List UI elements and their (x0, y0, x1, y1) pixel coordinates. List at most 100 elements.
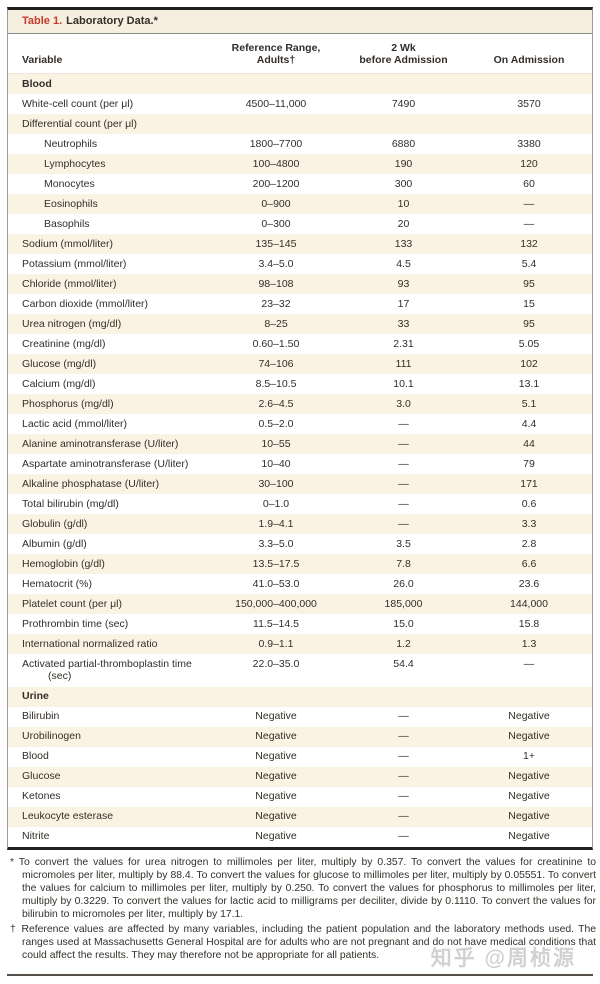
table-row: Ketones Negative — Negative (8, 787, 592, 807)
footnote-dagger-marker: † (10, 923, 18, 935)
row-reference-range-value: Negative (255, 810, 297, 822)
row-2wk-before-admission-value: 3.0 (396, 397, 411, 410)
row-variable-label: Basophils (44, 217, 90, 230)
row-variable-label: Bilirubin (22, 710, 60, 722)
row-variable-label: International normalized ratio (22, 637, 158, 650)
row-2wk-before-admission-value: 10 (397, 197, 410, 210)
row-on-admission-value: Negative (508, 710, 550, 722)
row-reference-range-value: 0.9–1.1 (258, 637, 294, 650)
row-2wk-before-admission-value: — (398, 790, 409, 802)
table-row: Basophils 0–300 20 — (8, 214, 592, 234)
row-reference-range-value: 8.5–10.5 (255, 377, 297, 390)
row-variable-label: Differential count (per μl) (22, 117, 137, 130)
col-header-2wk-before-admission: 2 Wk before Admission (336, 42, 471, 66)
table-row: Albumin (g/dl) 3.3–5.0 3.5 2.8 (8, 534, 592, 554)
table-row: Chloride (mmol/liter) 98–108 93 95 (8, 274, 592, 294)
table-row: Nitrite Negative — Negative (8, 827, 592, 847)
row-on-admission-value: Negative (508, 770, 550, 782)
row-on-admission-value: 95 (523, 277, 535, 290)
table-row: Neutrophils 1800–7700 6880 3380 (8, 134, 592, 154)
row-on-admission-value: Negative (508, 730, 550, 742)
row-variable-label: Creatinine (mg/dl) (22, 337, 106, 350)
row-reference-range-value: 13.5–17.5 (252, 557, 300, 570)
col-header-reference-range-line2: Adults† (256, 54, 296, 66)
row-2wk-before-admission-value: — (398, 730, 409, 742)
row-2wk-before-admission-value: 10.1 (393, 377, 414, 390)
row-reference-range-value: Negative (255, 710, 297, 722)
bottom-rule (7, 974, 593, 976)
col-header-2wk-line2: before Admission (359, 54, 448, 66)
table-title-text: Laboratory Data.* (66, 15, 158, 27)
row-2wk-before-admission-value: 6880 (391, 137, 416, 150)
row-variable-label: Albumin (g/dl) (22, 537, 87, 550)
row-2wk-before-admission-value: 4.5 (396, 257, 411, 270)
row-reference-range-value: Negative (255, 730, 297, 742)
row-on-admission-value: 3.3 (521, 517, 537, 530)
column-header-row: Variable Reference Range, Adults† 2 Wk b… (8, 34, 592, 74)
row-2wk-before-admission-value: — (398, 497, 409, 510)
row-variable-label: Calcium (mg/dl) (22, 377, 96, 390)
row-variable-label: Aspartate aminotransferase (U/liter) (22, 457, 189, 470)
row-variable-label: Alkaline phosphatase (U/liter) (22, 477, 160, 490)
row-2wk-before-admission-value: — (398, 417, 409, 430)
table-row: Sodium (mmol/liter) 135–145 133 132 (8, 234, 592, 254)
row-on-admission-value: 6.6 (521, 557, 537, 570)
row-on-admission-value: 44 (523, 437, 535, 450)
table-row: Carbon dioxide (mmol/liter) 23–32 17 15 (8, 294, 592, 314)
row-2wk-before-admission-value: — (398, 750, 409, 762)
table-row: International normalized ratio 0.9–1.1 1… (8, 634, 592, 654)
row-reference-range-value: 41.0–53.0 (252, 577, 300, 590)
row-2wk-before-admission-value: 111 (395, 357, 412, 370)
table-row: Blood (8, 74, 592, 94)
table-row: Urobilinogen Negative — Negative (8, 726, 592, 747)
table-row: Aspartate aminotransferase (U/liter) 10–… (8, 454, 592, 474)
row-2wk-before-admission-value: 15.0 (393, 617, 414, 630)
row-reference-range-value: 22.0–35.0 (252, 657, 300, 670)
row-reference-range-value: 74–106 (258, 357, 294, 370)
footnote-dagger-text: Reference values are affected by many va… (21, 923, 597, 961)
row-2wk-before-admission-value: — (398, 517, 409, 530)
row-reference-range-value: 0–1.0 (262, 497, 290, 510)
row-reference-range-value: 4500–11,000 (245, 97, 307, 110)
row-2wk-before-admission-value: — (398, 477, 409, 490)
table-row: Total bilirubin (mg/dl) 0–1.0 — 0.6 (8, 494, 592, 514)
row-on-admission-value: 15.8 (518, 617, 540, 630)
row-2wk-before-admission-value: — (398, 437, 409, 450)
row-reference-range-value: Negative (255, 830, 297, 842)
footnote-asterisk: * To convert the values for urea nitroge… (10, 856, 596, 922)
row-reference-range-value: 23–32 (261, 297, 291, 310)
row-2wk-before-admission-value: 93 (397, 277, 410, 290)
table-row: Bilirubin Negative — Negative (8, 707, 592, 727)
row-variable-label: Globulin (g/dl) (22, 517, 88, 530)
row-variable-label: Urea nitrogen (mg/dl) (22, 317, 122, 330)
row-reference-range-value: 98–108 (258, 277, 294, 290)
row-reference-range-value: 8–25 (264, 317, 288, 330)
row-on-admission-value: — (523, 657, 535, 670)
table-row: Globulin (g/dl) 1.9–4.1 — 3.3 (8, 514, 592, 534)
row-reference-range-value: 200–1200 (252, 177, 300, 190)
row-2wk-before-admission-value: 7490 (391, 97, 416, 110)
table-row: Potassium (mmol/liter) 3.4–5.0 4.5 5.4 (8, 254, 592, 274)
row-reference-range-value: 3.4–5.0 (258, 257, 294, 270)
table-row: Phosphorus (mg/dl) 2.6–4.5 3.0 5.1 (8, 394, 592, 414)
footnote-asterisk-marker: * (10, 856, 15, 868)
row-on-admission-value: 5.05 (518, 337, 540, 350)
row-variable-label: Sodium (mmol/liter) (22, 237, 114, 250)
row-2wk-before-admission-value: — (398, 810, 409, 822)
row-variable-label: Potassium (mmol/liter) (22, 257, 127, 270)
row-on-admission-value: 4.4 (521, 417, 537, 430)
row-reference-range-value: Negative (255, 790, 297, 802)
row-2wk-before-admission-value: 17 (397, 297, 410, 310)
table-row: Prothrombin time (sec) 11.5–14.5 15.0 15… (8, 614, 592, 634)
table-row: Hematocrit (%) 41.0–53.0 26.0 23.6 (8, 574, 592, 594)
row-on-admission-value: 171 (520, 477, 538, 490)
row-2wk-before-admission-value: 7.8 (396, 557, 411, 570)
lab-data-table: Table 1. Laboratory Data.* Variable Refer… (7, 7, 593, 850)
table-row: Blood Negative — 1+ (8, 747, 592, 767)
row-2wk-before-admission-value: 185,000 (384, 597, 423, 610)
row-variable-label: Blood (22, 77, 52, 90)
row-2wk-before-admission-value: — (398, 457, 409, 470)
row-2wk-before-admission-value: 190 (394, 157, 413, 170)
row-2wk-before-admission-value: 54.4 (393, 657, 414, 670)
row-on-admission-value: — (523, 197, 535, 210)
